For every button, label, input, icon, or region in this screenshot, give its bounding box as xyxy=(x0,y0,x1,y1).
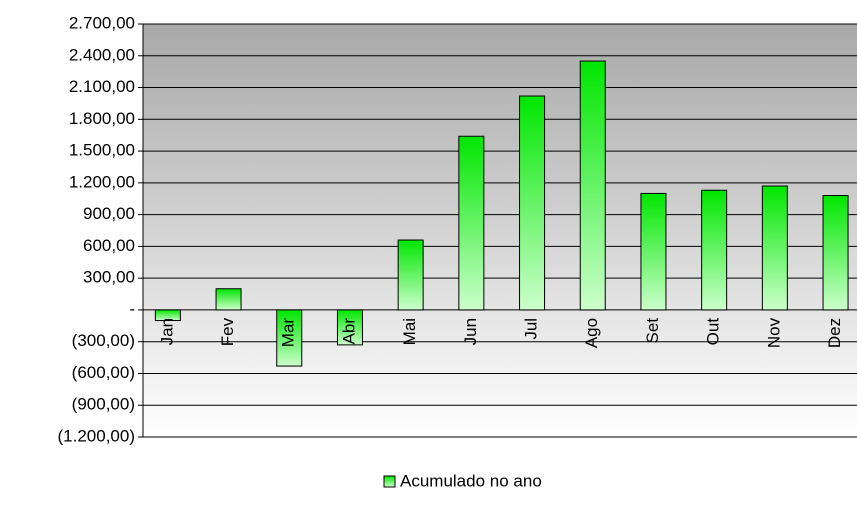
y-tick-label: - xyxy=(129,299,135,318)
y-tick-label: 300,00 xyxy=(83,268,135,287)
bar xyxy=(822,195,849,311)
bar xyxy=(579,60,606,311)
x-tick-label: Dez xyxy=(825,318,844,348)
x-tick-label: Ago xyxy=(582,318,601,348)
y-tick-label: 1.200,00 xyxy=(69,172,135,191)
x-tick-label: Fev xyxy=(218,317,237,346)
bar xyxy=(640,192,667,311)
x-tick-label: Jan xyxy=(157,318,176,345)
y-tick-label: 2.700,00 xyxy=(69,13,135,32)
bar xyxy=(336,309,363,346)
bar xyxy=(701,189,728,311)
y-tick-label: 2.100,00 xyxy=(69,77,135,96)
y-tick-label: 2.400,00 xyxy=(69,45,135,64)
y-tick-label: 600,00 xyxy=(83,236,135,255)
x-tick-label: Out xyxy=(704,318,723,346)
bar xyxy=(154,309,181,322)
y-tick-label: (1.200,00) xyxy=(58,426,136,445)
x-tick-label: Mar xyxy=(279,318,298,348)
x-tick-label: Jun xyxy=(461,318,480,345)
y-tick-label: (900,00) xyxy=(72,395,135,414)
y-tick-label: 1.500,00 xyxy=(69,141,135,160)
bar xyxy=(761,185,788,311)
x-tick-label: Set xyxy=(643,318,662,344)
y-tick-label: (300,00) xyxy=(72,331,135,350)
x-tick-label: Jul xyxy=(522,318,541,340)
bar xyxy=(397,239,424,311)
x-tick-label: Abr xyxy=(339,318,358,345)
x-tick-label: Mai xyxy=(400,318,419,345)
bar xyxy=(215,288,242,311)
bar xyxy=(276,309,303,367)
y-tick-label: 1.800,00 xyxy=(69,109,135,128)
bar xyxy=(519,95,546,311)
legend-swatch xyxy=(383,475,396,488)
y-tick-label: 900,00 xyxy=(83,204,135,223)
plot-area xyxy=(143,24,857,437)
y-tick-label: (600,00) xyxy=(72,363,135,382)
legend-label: Acumulado no ano xyxy=(400,471,542,490)
bar xyxy=(458,135,485,311)
x-tick-label: Nov xyxy=(764,317,783,348)
